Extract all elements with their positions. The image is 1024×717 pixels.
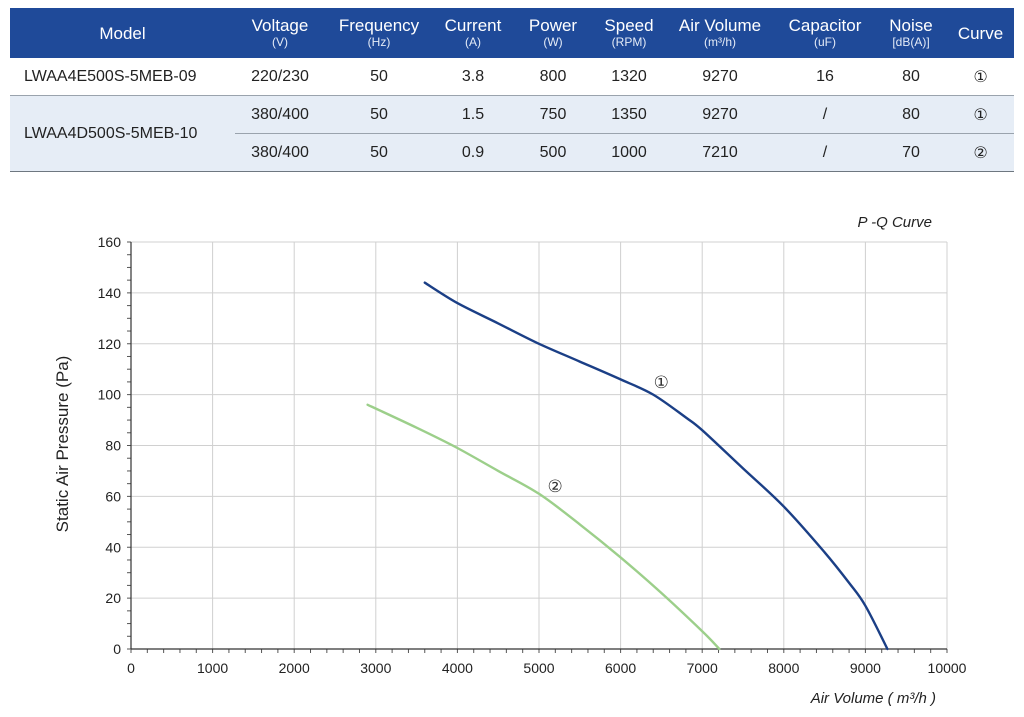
column-header-unit: (V) [272, 35, 288, 49]
y-tick-label: 100 [98, 387, 122, 403]
y-tick-label: 20 [105, 590, 121, 606]
table-row: LWAA4D500S-5MEB-10 380/400 50 1.5 750 1350 927… [10, 95, 1014, 172]
table-cell: 1350 [593, 95, 665, 134]
column-header-name: Model [99, 23, 146, 43]
table-cell: 9270 [665, 58, 775, 96]
column-header: Noise [dB(A)] [875, 8, 947, 58]
curve-2-label: ② [548, 477, 563, 497]
table-cell: 50 [325, 95, 433, 134]
y-tick-label: 40 [105, 539, 121, 555]
table-cell: 800 [513, 58, 593, 96]
table-cell: 9270 [665, 95, 775, 134]
column-header-unit: (A) [465, 35, 481, 49]
x-tick-label: 7000 [687, 660, 718, 676]
x-tick-label: 2000 [279, 660, 310, 676]
y-tick-label: 80 [105, 438, 121, 454]
table-cell: 1000 [593, 133, 665, 172]
table-cell: 0.9 [433, 133, 513, 172]
chart-title: P -Q Curve [858, 214, 932, 231]
column-header-name: Voltage [251, 16, 309, 35]
column-header: Air Volume (m³/h) [665, 8, 775, 58]
table-cell: ② [947, 133, 1014, 172]
table-cell: 16 [775, 58, 875, 96]
curve-2-line [366, 403, 721, 651]
column-header-name: Current [444, 16, 502, 35]
column-header: Current (A) [433, 8, 513, 58]
column-header-name: Speed [604, 16, 654, 35]
x-tick-label: 1000 [197, 660, 228, 676]
x-tick-label: 5000 [523, 660, 554, 676]
y-tick-label: 0 [113, 641, 121, 657]
y-tick-label: 140 [98, 285, 122, 301]
model-cell: LWAA4D500S-5MEB-10 [10, 95, 235, 172]
chart-grid [131, 241, 948, 649]
y-axis-title: Static Air Pressure (Pa) [53, 356, 72, 533]
table-cell: 80 [875, 95, 947, 134]
model-cell: LWAA4E500S-5MEB-09 [10, 58, 235, 96]
x-tick-label: 4000 [442, 660, 473, 676]
column-header: Speed (RPM) [593, 8, 665, 58]
column-header-name: Curve [957, 23, 1004, 43]
y-tick-label: 60 [105, 488, 121, 504]
table-cell: 50 [325, 133, 433, 172]
column-header-name: Air Volume [678, 16, 762, 35]
pq-curve-chart: 0 1000 2000 3000 4000 5000 6000 7000 8000 9000 100… [53, 214, 967, 707]
column-header: Curve [947, 8, 1014, 58]
table-cell: 380/400 [235, 133, 325, 172]
column-header-unit: (uF) [814, 35, 836, 49]
column-header-unit: (m³/h) [704, 35, 736, 49]
table-cell: ① [947, 58, 1014, 96]
table-cell: 1.5 [433, 95, 513, 134]
column-header-unit: (RPM) [611, 35, 647, 49]
table-cell: 70 [875, 133, 947, 172]
table-cell: 3.8 [433, 58, 513, 96]
x-axis-title: Air Volume ( m³/h ) [810, 690, 936, 707]
y-tick-labels: 0 20 40 60 80 100 120 140 160 [98, 234, 122, 657]
table-cell: ① [947, 95, 1014, 134]
x-tick-label: 8000 [768, 660, 799, 676]
x-tick-label: 10000 [928, 660, 967, 676]
minor-ticks [127, 241, 948, 653]
table-row: LWAA4E500S-5MEB-09 220/230 50 3.8 800 1320 927… [10, 58, 1014, 96]
table-header-row: Model Voltage (V) Frequency (Hz) Current (A) Po… [10, 8, 1014, 58]
column-header-name: Capacitor [788, 16, 862, 35]
column-header: Frequency (Hz) [325, 8, 433, 58]
column-header-unit: [dB(A)] [892, 35, 930, 49]
table-cell: / [775, 95, 875, 134]
x-tick-label: 9000 [850, 660, 881, 676]
x-tick-label: 0 [127, 660, 135, 676]
column-header-name: Noise [889, 16, 933, 35]
x-tick-label: 3000 [360, 660, 391, 676]
table-cell: 50 [325, 58, 433, 96]
curve-1-label: ① [654, 373, 669, 393]
column-header-name: Power [528, 16, 578, 35]
table-cell: / [775, 133, 875, 172]
table-cell: 500 [513, 133, 593, 172]
column-header: Capacitor (uF) [775, 8, 875, 58]
table-row: 380/400 50 0.9 500 1000 7210/70 ② [10, 133, 1014, 172]
column-header-unit: (W) [543, 35, 563, 49]
x-tick-labels: 0 1000 2000 3000 4000 5000 6000 7000 8000 9000 100… [127, 660, 967, 676]
spec-table: Model Voltage (V) Frequency (Hz) Current (A) Po… [10, 8, 1014, 172]
y-tick-label: 120 [98, 336, 122, 352]
chart-series [366, 281, 889, 651]
table-cell: 750 [513, 95, 593, 134]
chart-axes [130, 242, 947, 650]
curve-1-line [423, 281, 889, 651]
column-header: Model [10, 8, 235, 58]
column-header-unit: (Hz) [367, 35, 391, 49]
column-header: Power (W) [513, 8, 593, 58]
table-cell: 80 [875, 58, 947, 96]
table-cell: 7210 [665, 133, 775, 172]
table-cell: 380/400 [235, 95, 325, 134]
table-cell: 220/230 [235, 58, 325, 96]
column-header-name: Frequency [338, 16, 420, 35]
table-cell: 1320 [593, 58, 665, 96]
chart-annotations: ①② [548, 373, 669, 497]
y-tick-label: 160 [98, 234, 122, 250]
column-header: Voltage (V) [235, 8, 325, 58]
x-tick-label: 6000 [605, 660, 636, 676]
